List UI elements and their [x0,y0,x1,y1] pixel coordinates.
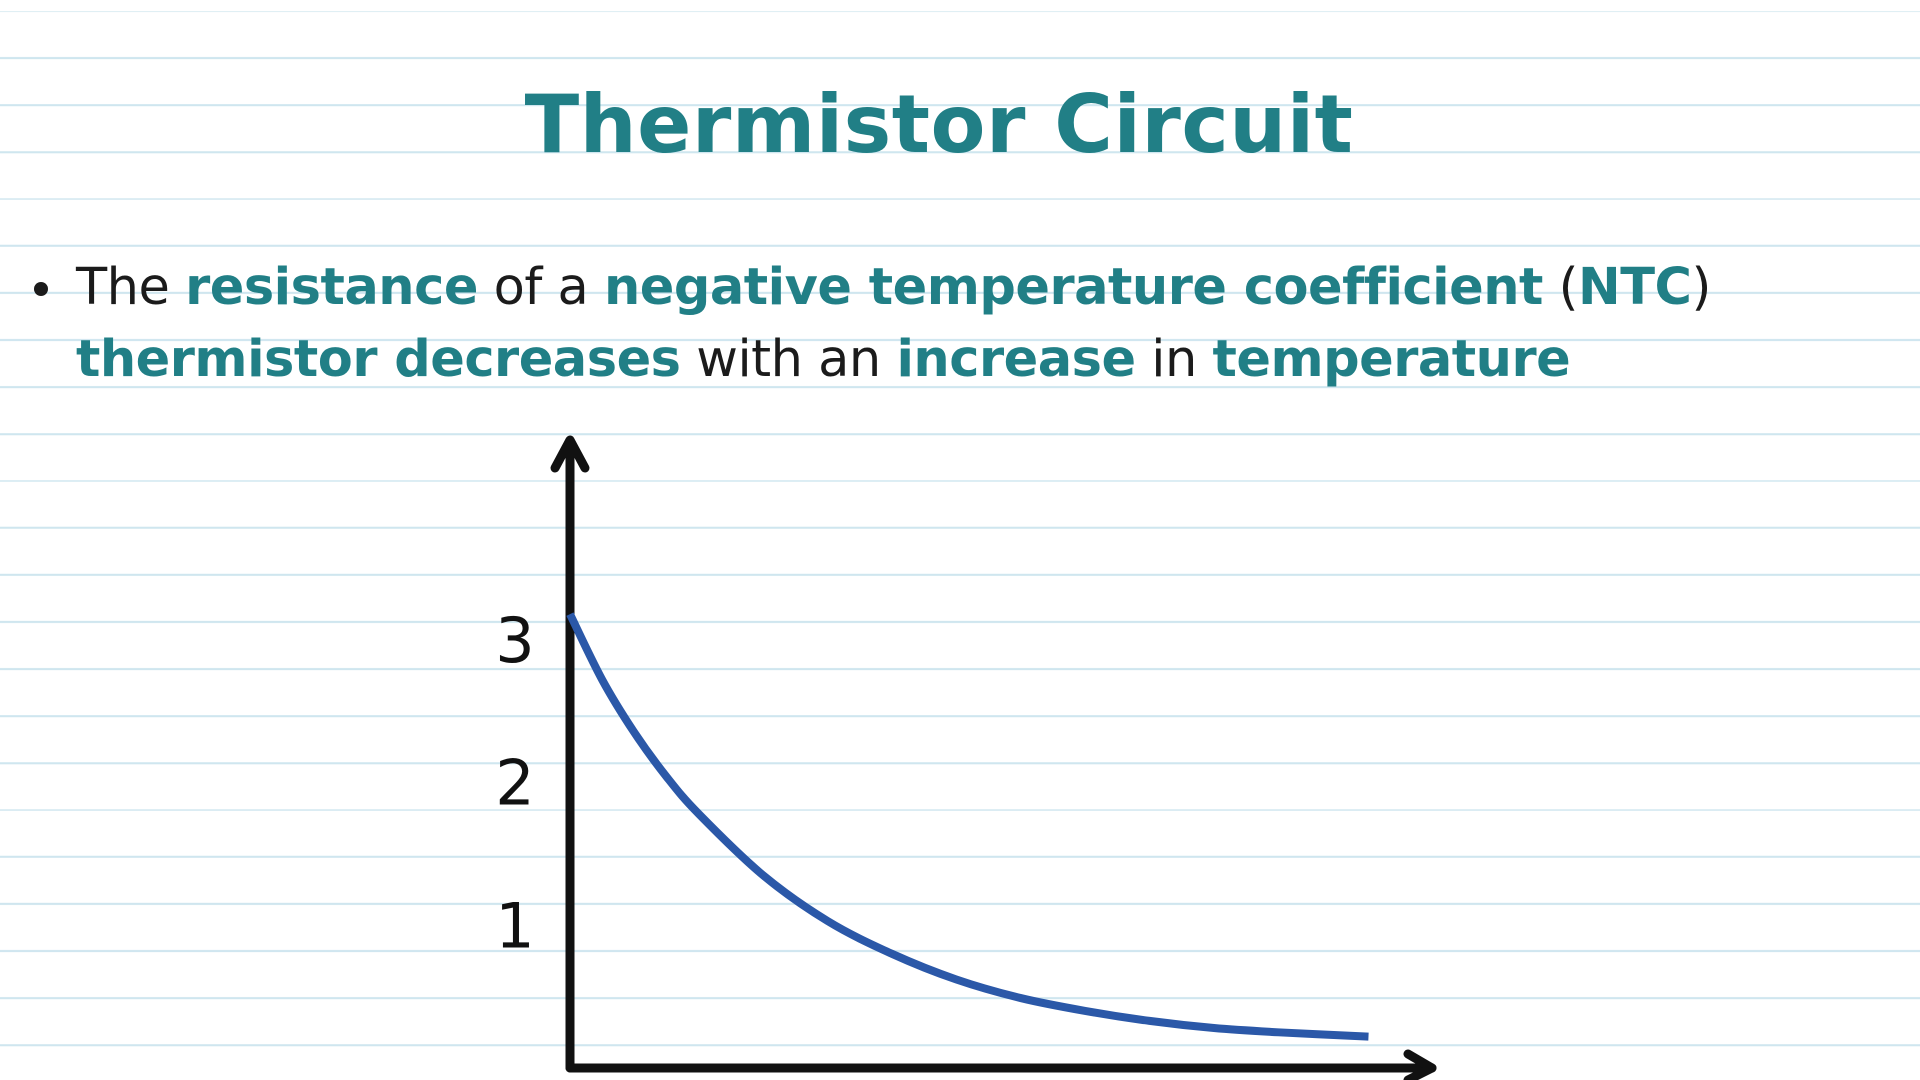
highlighted-term: negative temperature coefficient [603,258,1543,317]
y-tick-label-2: 2 [495,747,534,820]
bullet-text-segment: in [1135,330,1213,389]
highlighted-term: thermistor decreases [76,330,681,389]
highlighted-term: temperature [1212,330,1571,389]
bullet-point: The resistance of a negative temperature… [28,252,1888,396]
bullet-text-segment: ( [1542,258,1579,317]
bullet-text: The resistance of a negative temperature… [76,252,1888,396]
y-tick-label-1: 1 [495,889,534,962]
highlighted-term: NTC [1578,258,1692,317]
y-tick-label-3: 3 [495,604,534,677]
highlighted-term: resistance [185,258,478,317]
resistance-curve-0 [566,612,1369,1041]
bullet-dot [34,282,48,296]
bullet-text-segment: of a [477,258,604,317]
y-axis-arrow [550,435,590,473]
bullet-text-segment: The [76,258,186,317]
bullet-text-segment: with an [680,330,897,389]
bullet-text-segment: ) [1691,258,1711,317]
page-title: Thermistor Circuit [524,78,1354,171]
highlighted-term: increase [896,330,1136,389]
x-axis-arrow [1403,1049,1437,1080]
